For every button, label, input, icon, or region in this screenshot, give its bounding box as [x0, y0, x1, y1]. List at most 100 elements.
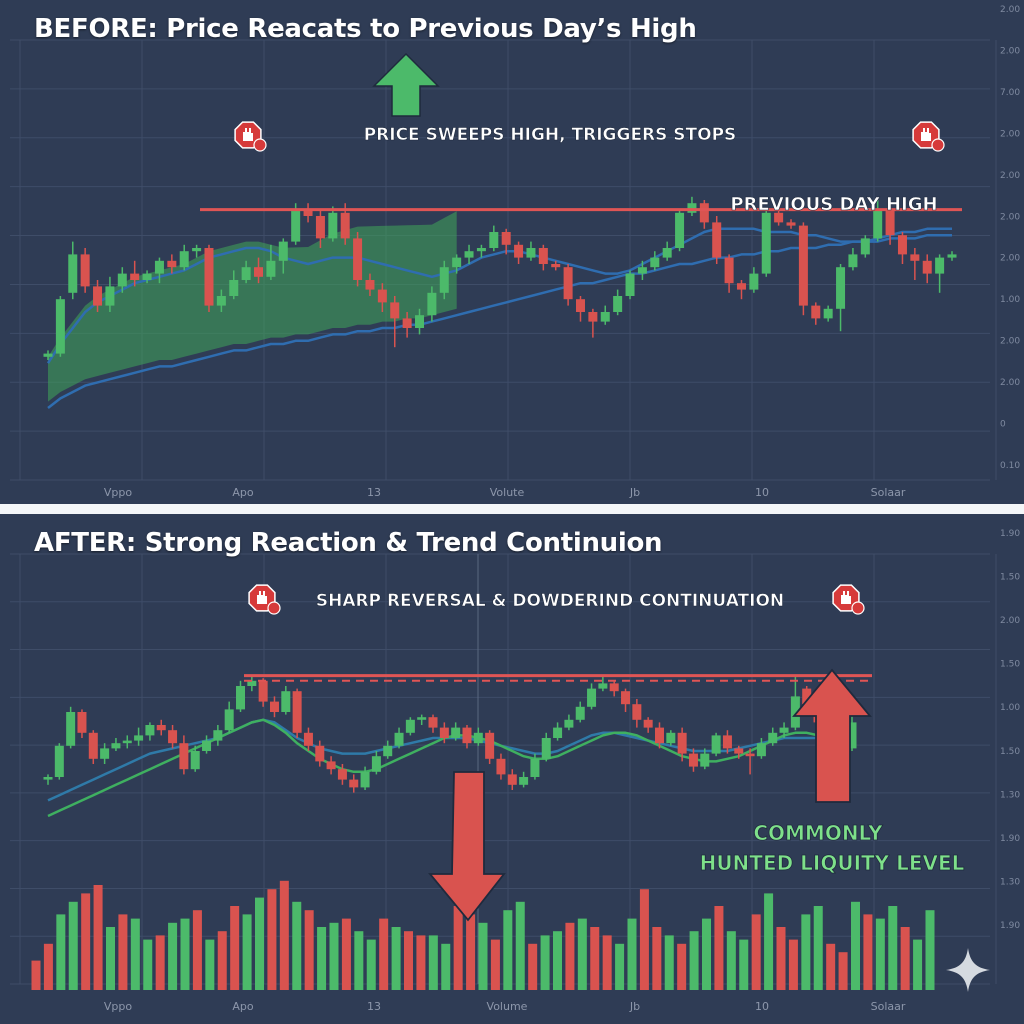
candle-body: [66, 712, 76, 746]
y-tick-label: 1.00: [1000, 703, 1020, 713]
volume-bar: [81, 893, 91, 990]
candle-body: [254, 267, 264, 277]
volume-bar: [553, 931, 562, 990]
candle-body: [111, 743, 121, 749]
volume-bar: [106, 927, 115, 990]
candle-body: [699, 203, 709, 223]
up-arrow-icon: [792, 668, 872, 803]
candle-body: [922, 260, 932, 274]
volume-bar: [714, 906, 724, 990]
x-tick-label: 13: [367, 1000, 381, 1013]
candle-body: [802, 688, 812, 705]
volume-bar: [416, 935, 426, 990]
candle-body: [54, 745, 64, 777]
y-tick-label: 2.00: [1000, 254, 1020, 264]
candle-body: [68, 254, 78, 293]
candle-body: [836, 267, 846, 309]
candle-body: [168, 730, 178, 744]
candle-body: [530, 758, 540, 777]
after-chart: 1.90 1.50 2.00 1.50 1.00 1.50 1.30 1.90 1.30 1.90…: [10, 529, 1020, 1013]
before-panel: 2.00 2.00 7.00 2.00 2.00 2.00 2.00 1.00 2.00 2.00…: [0, 0, 1024, 504]
volume-bar: [900, 927, 910, 990]
y-tick-label: 0.10: [1000, 461, 1020, 471]
volume-bar: [391, 927, 401, 990]
candle-body: [100, 748, 110, 759]
stop-hand-icon: [234, 121, 267, 152]
after-panel-title: AFTER: Strong Reaction & Trend Continuio…: [34, 528, 663, 558]
volume-bar: [689, 931, 699, 990]
candle-body: [360, 771, 370, 788]
x-tick-label: Volume: [487, 1000, 528, 1013]
candle-body: [625, 273, 635, 296]
volume-bar: [801, 914, 811, 990]
volume-bar: [428, 935, 438, 990]
volume-bar: [664, 935, 674, 990]
volume-bar: [677, 943, 687, 990]
candle-body: [179, 251, 189, 268]
candle-body: [236, 686, 246, 710]
candle-body: [551, 264, 561, 268]
candle-body: [666, 732, 676, 744]
candle-body: [303, 209, 313, 216]
candle-body: [847, 722, 857, 749]
candle-body: [519, 777, 529, 785]
candle-body: [340, 212, 350, 239]
volume-bar: [466, 914, 476, 990]
candle-body: [745, 753, 755, 757]
y-tick-label: 1.50: [1000, 747, 1020, 757]
x-tick-label: Volute: [490, 486, 525, 499]
x-tick-label: Vppo: [104, 1000, 132, 1013]
volume-bar: [118, 914, 128, 990]
y-tick-label: 1.90: [1000, 921, 1020, 931]
candle-body: [258, 680, 268, 702]
candle-body: [122, 740, 132, 744]
candle-body: [798, 225, 808, 306]
candle-body: [811, 305, 821, 319]
candle-body: [860, 238, 870, 255]
volume-bar: [875, 918, 885, 990]
volume-bar: [503, 910, 513, 990]
volume-bar: [317, 927, 327, 990]
candle-body: [643, 719, 653, 728]
volume-bar: [515, 901, 525, 990]
volume-bar: [68, 901, 78, 990]
volume-bar: [230, 906, 240, 990]
volume-bar: [242, 914, 252, 990]
volume-bar: [366, 939, 376, 990]
candle-body: [145, 725, 155, 736]
y-tick-label: 2.00: [1000, 337, 1020, 347]
candle-body: [371, 756, 381, 772]
candle-body: [167, 260, 177, 268]
candle-body: [935, 257, 945, 274]
candle-body: [93, 286, 103, 306]
candle-body: [489, 232, 499, 248]
volume-bar: [292, 901, 302, 990]
volume-bar: [143, 939, 153, 990]
volume-bar: [441, 943, 451, 990]
volume-bar: [826, 943, 836, 990]
candle-body: [464, 251, 474, 258]
volume-bar: [652, 927, 662, 990]
volume-bar: [56, 914, 66, 990]
stop-hand-icon: [832, 584, 865, 615]
candle-body: [501, 232, 511, 245]
volume-bar: [379, 918, 389, 990]
candle-body: [224, 709, 234, 731]
before-chart: 2.00 2.00 7.00 2.00 2.00 2.00 2.00 1.00 2.00 2.00…: [10, 5, 1020, 499]
candle-body: [563, 267, 573, 300]
y-tick-label: 2.00: [1000, 129, 1020, 139]
x-tick-label: Apo: [232, 1000, 254, 1013]
x-tick-label: Jb: [629, 486, 640, 499]
volume-bar: [304, 910, 314, 990]
candle-body: [439, 267, 449, 293]
candle-body: [736, 283, 746, 290]
candle-body: [786, 222, 796, 226]
candle-body: [553, 727, 563, 738]
volume-bar: [888, 906, 898, 990]
volume-bar: [180, 918, 190, 990]
volume-bar: [192, 910, 202, 990]
volume-bar: [726, 931, 736, 990]
after-panel: 1.90 1.50 2.00 1.50 1.00 1.50 1.30 1.90 1.30 1.90…: [0, 514, 1024, 1024]
candle-body: [303, 732, 313, 746]
x-tick-label: 13: [367, 486, 381, 499]
